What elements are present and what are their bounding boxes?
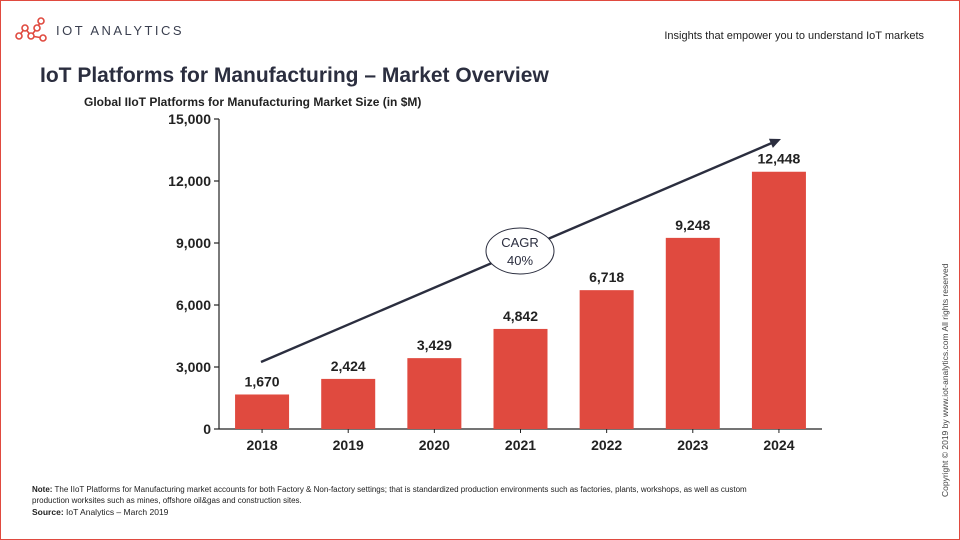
source-line: Source: IoT Analytics – March 2019 [32, 507, 168, 517]
y-tick-label: 15,000 [168, 111, 211, 127]
data-label: 6,718 [589, 269, 624, 285]
tagline: Insights that empower you to understand … [664, 30, 924, 42]
data-label: 1,670 [245, 373, 280, 389]
x-tick-label: 2018 [246, 437, 277, 453]
logo-text: IOT ANALYTICS [56, 22, 185, 38]
bar [493, 328, 548, 429]
bar [579, 290, 634, 429]
x-tick-label: 2023 [677, 437, 708, 453]
chart-title: Global IIoT Platforms for Manufacturing … [84, 95, 422, 109]
data-label: 9,248 [675, 217, 710, 233]
note-label: Note: [32, 485, 53, 494]
y-tick-label: 0 [203, 421, 211, 437]
x-tick-label: 2019 [333, 437, 364, 453]
data-label: 12,448 [758, 151, 801, 167]
bar [665, 237, 720, 429]
data-label: 4,842 [503, 308, 538, 324]
trend-arrowhead [768, 138, 781, 148]
note-text: The IIoT Platforms for Manufacturing mar… [32, 485, 747, 505]
brand-logo: IOT ANALYTICS [14, 16, 184, 44]
cagr-label: CAGR [501, 235, 539, 250]
data-label: 2,424 [331, 358, 366, 374]
y-tick-label: 12,000 [168, 173, 211, 189]
data-label: 3,429 [417, 337, 452, 353]
cagr-callout [485, 227, 555, 275]
cagr-value: 40% [507, 253, 533, 268]
x-tick-label: 2021 [505, 437, 536, 453]
source-label: Source: [32, 507, 64, 517]
bar [407, 358, 462, 429]
bar [751, 171, 806, 429]
source-text: IoT Analytics – March 2019 [66, 507, 169, 517]
y-tick-label: 9,000 [176, 235, 211, 251]
page-title: IoT Platforms for Manufacturing – Market… [40, 64, 549, 87]
y-tick-label: 3,000 [176, 359, 211, 375]
bar [235, 394, 290, 429]
x-tick-label: 2020 [419, 437, 450, 453]
y-tick-label: 6,000 [176, 297, 211, 313]
x-tick-label: 2022 [591, 437, 622, 453]
copyright-text: Copyright © 2019 by www.iot-analytics.co… [940, 263, 950, 498]
bar [321, 378, 376, 429]
footnote: Note: The IIoT Platforms for Manufacturi… [32, 484, 772, 506]
x-tick-label: 2024 [763, 437, 794, 453]
network-logo-icon [15, 17, 47, 42]
